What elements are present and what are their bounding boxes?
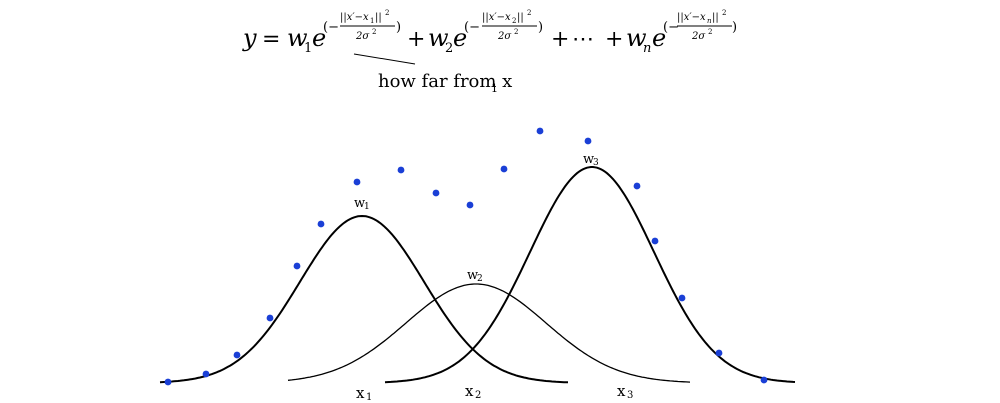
term-n-exp-base: e [652,24,666,52]
data-point-12 [536,127,544,135]
data-point-18 [760,376,768,384]
annotation-pointer-line [353,53,416,65]
term-1-numerator-pow: 2 [385,9,389,17]
data-point-4 [266,314,274,322]
center-label-x2: x 2 [465,382,481,401]
term-n-open-paren: (− [663,20,679,35]
weight-label-w3: w 3 [583,152,599,168]
annotation: how far from x 1 [353,53,512,95]
gaussian-curves [159,166,796,384]
term-n-close-paren: ) [732,20,737,35]
annotation-sub: 1 [491,82,498,95]
term-n-numerator-pow: 2 [722,9,726,17]
formula-term-n: w n e (− ||x′−x n || 2 2σ 2 ) [626,9,737,56]
w3-sub: 3 [593,158,599,168]
term-1-denominator-pow: 2 [372,28,376,36]
data-points [164,127,768,386]
formula: y = w 1 e (− ||x′−x 1 || 2 2σ 2 ) + w 2 … [242,9,737,56]
term-1-numerator-end: || [375,12,382,23]
gaussian-curve-1 [159,214,568,384]
term-1-close-paren: ) [396,20,401,35]
term-2-close-paren: ) [538,20,543,35]
term-2-open-paren: (− [464,20,480,35]
formula-plus-2: + [551,27,569,52]
data-point-13 [584,137,592,145]
formula-term-2: w 2 e (− ||x′−x 2 || 2 2σ 2 ) [428,9,543,56]
annotation-text: how far from x [378,71,512,92]
term-2-numerator-pow: 2 [527,9,531,17]
term-n-numerator: ||x′−x [677,12,706,23]
data-point-15 [651,237,659,245]
data-point-10 [466,201,474,209]
term-n-denominator-pow: 2 [708,28,712,36]
data-point-3 [233,351,241,359]
data-point-16 [678,294,686,302]
data-point-5 [293,262,301,270]
term-2-weight: w [428,24,449,52]
term-1-open-paren: (− [323,20,339,35]
w3-letter: w [583,152,594,167]
center-label-x3: x 3 [617,382,633,401]
x3-sub: 3 [627,390,633,401]
data-point-14 [633,182,641,190]
term-2-exp-base: e [453,24,467,52]
term-2-numerator-sub: 2 [512,17,516,25]
data-point-17 [715,349,723,357]
data-point-2 [202,370,210,378]
data-point-7 [353,178,361,186]
term-1-numerator-sub: 1 [370,17,374,25]
w1-letter: w [354,196,365,211]
w2-letter: w [467,268,478,283]
x2-sub: 2 [475,390,481,401]
gaussian-curve-2 [287,283,691,383]
term-1-denominator: 2σ [355,31,370,42]
term-n-denominator: 2σ [691,31,706,42]
term-2-weight-sub: 2 [445,41,453,56]
x3-letter: x [617,382,626,400]
x1-letter: x [356,384,365,402]
term-1-numerator: ||x′−x [340,12,369,23]
term-n-weight-sub: n [643,41,651,56]
formula-plus-1: + [407,27,425,52]
formula-term-1: w 1 e (− ||x′−x 1 || 2 2σ 2 ) [287,9,401,56]
weight-label-w1: w 1 [354,196,370,212]
formula-ellipsis: ⋯ [572,27,594,52]
term-1-weight: w [287,24,308,52]
formula-equals: = [262,27,280,52]
formula-lhs: y [242,24,257,52]
x2-letter: x [465,382,474,400]
term-2-numerator: ||x′−x [482,12,511,23]
center-labels: x 1 x 2 x 3 [356,382,633,403]
data-point-11 [500,165,508,173]
term-n-weight: w [626,24,647,52]
center-label-x1: x 1 [356,384,372,403]
weight-labels: w 1 w 2 w 3 [354,152,599,284]
weight-label-w2: w 2 [467,268,483,284]
term-1-weight-sub: 1 [304,41,312,56]
term-2-denominator-pow: 2 [514,28,518,36]
data-point-9 [432,189,440,197]
x1-sub: 1 [366,392,372,403]
formula-plus-3: + [605,27,623,52]
w2-sub: 2 [477,274,483,284]
data-point-1 [164,378,172,386]
term-n-numerator-end: || [712,12,719,23]
term-1-exp-base: e [312,24,326,52]
gaussian-curve-3 [384,166,796,384]
data-point-6 [317,220,325,228]
term-2-denominator: 2σ [497,31,512,42]
term-n-numerator-sub: n [707,17,712,25]
data-point-8 [397,166,405,174]
term-2-numerator-end: || [517,12,524,23]
w1-sub: 1 [364,202,370,212]
